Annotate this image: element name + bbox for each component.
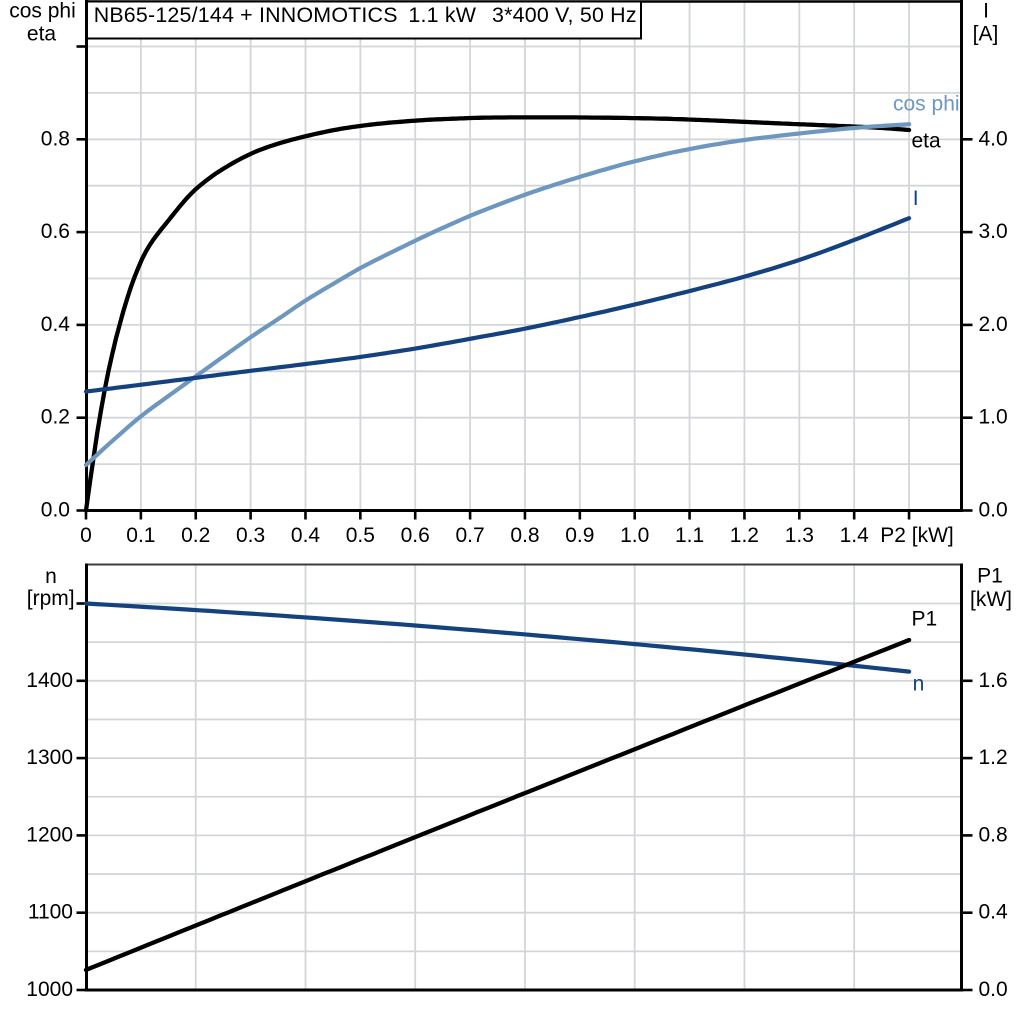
svg-text:0.4: 0.4: [41, 313, 71, 336]
svg-text:eta: eta: [912, 130, 942, 153]
svg-text:0.6: 0.6: [41, 220, 70, 243]
svg-text:0.7: 0.7: [455, 524, 484, 547]
svg-text:cos phi: cos phi: [9, 0, 76, 23]
svg-text:1000: 1000: [26, 978, 73, 1001]
svg-text:0.2: 0.2: [41, 406, 70, 429]
svg-text:0.2: 0.2: [181, 524, 210, 547]
svg-text:1.3: 1.3: [785, 524, 814, 547]
svg-text:eta: eta: [27, 23, 57, 46]
svg-text:1400: 1400: [26, 669, 73, 692]
svg-text:1.2: 1.2: [979, 746, 1008, 769]
svg-text:0.8: 0.8: [510, 524, 539, 547]
svg-text:0.8: 0.8: [41, 127, 70, 150]
svg-text:1.1 kW: 1.1 kW: [408, 3, 476, 27]
svg-text:0.3: 0.3: [236, 524, 265, 547]
svg-text:0.0: 0.0: [979, 499, 1008, 522]
svg-text:1.4: 1.4: [840, 524, 870, 547]
svg-text:[A]: [A]: [973, 22, 999, 45]
svg-text:[kW]: [kW]: [970, 588, 1012, 611]
svg-text:0.4: 0.4: [291, 524, 321, 547]
svg-text:1200: 1200: [26, 823, 73, 846]
svg-text:4.0: 4.0: [979, 127, 1008, 150]
svg-text:I: I: [913, 187, 919, 210]
svg-text:0: 0: [80, 524, 92, 547]
svg-text:0.6: 0.6: [401, 524, 430, 547]
svg-text:2.0: 2.0: [979, 313, 1008, 336]
svg-text:1.6: 1.6: [979, 669, 1008, 692]
svg-text:1300: 1300: [26, 746, 73, 769]
svg-text:1100: 1100: [28, 901, 73, 924]
svg-text:0.0: 0.0: [979, 978, 1008, 1001]
svg-text:1.1: 1.1: [675, 524, 704, 547]
svg-text:P1: P1: [912, 607, 938, 630]
svg-text:[rpm]: [rpm]: [27, 587, 75, 610]
svg-text:0.0: 0.0: [41, 499, 70, 522]
svg-text:0.5: 0.5: [346, 524, 375, 547]
svg-text:n: n: [913, 673, 925, 696]
svg-text:P1: P1: [977, 564, 1003, 587]
svg-text:0.8: 0.8: [979, 823, 1008, 846]
svg-text:0.1: 0.1: [126, 524, 155, 547]
svg-text:NB65-125/144 + INNOMOTICS: NB65-125/144 + INNOMOTICS: [94, 3, 398, 27]
svg-text:0.4: 0.4: [979, 901, 1009, 924]
svg-text:1.0: 1.0: [979, 406, 1008, 429]
svg-text:I: I: [983, 0, 989, 22]
svg-text:1.2: 1.2: [730, 524, 759, 547]
svg-text:1.0: 1.0: [620, 524, 649, 547]
svg-text:cos phi: cos phi: [893, 93, 960, 116]
svg-text:0.9: 0.9: [565, 524, 594, 547]
svg-text:3.0: 3.0: [979, 220, 1008, 243]
svg-text:P2 [kW]: P2 [kW]: [880, 524, 954, 547]
svg-text:3*400 V, 50 Hz: 3*400 V, 50 Hz: [492, 3, 637, 27]
svg-text:n: n: [45, 565, 57, 588]
